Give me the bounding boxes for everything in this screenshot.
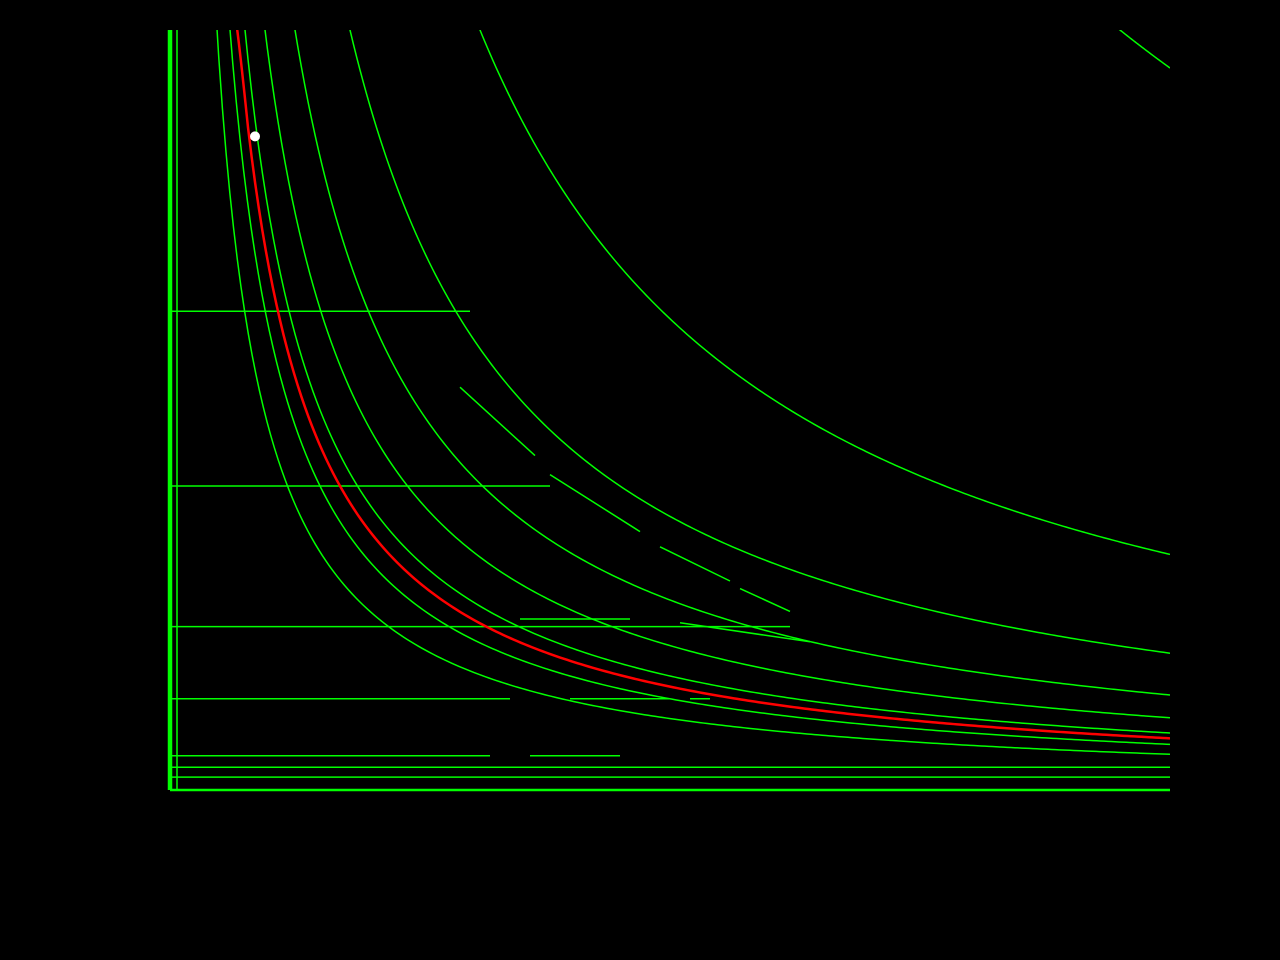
- hyperbolic-chart: [0, 0, 1280, 960]
- marker-point: [250, 131, 260, 141]
- chart-background: [0, 0, 1280, 960]
